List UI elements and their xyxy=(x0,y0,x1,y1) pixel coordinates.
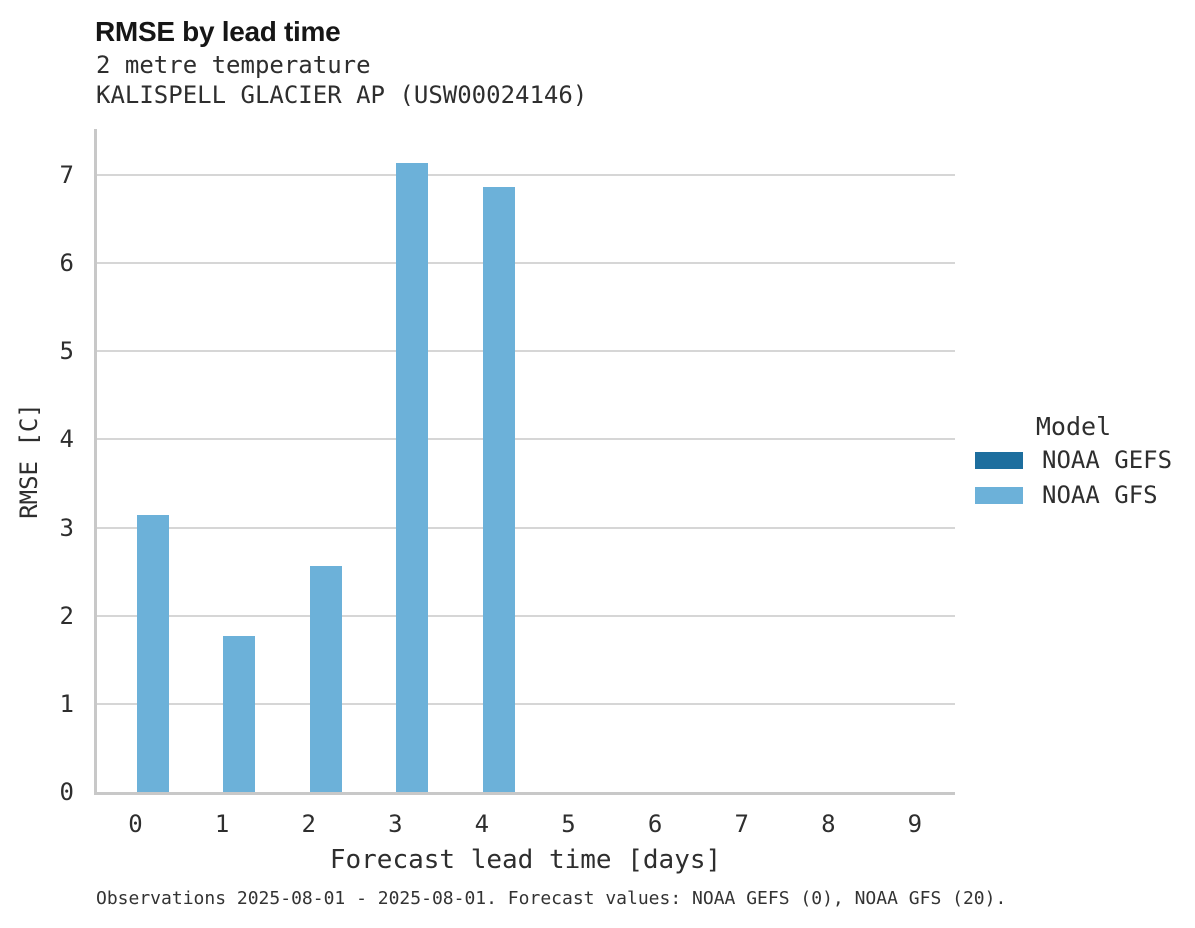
bar-noaa-gfs-lead-1 xyxy=(223,635,256,792)
x-tick-label-1: 1 xyxy=(214,810,230,838)
y-tick-label-1: 1 xyxy=(59,689,74,718)
grid-line-y-2 xyxy=(97,614,955,617)
plot-area xyxy=(94,129,955,795)
x-tick-label-5: 5 xyxy=(561,810,576,838)
legend-item-noaa-gefs: NOAA GEFS xyxy=(975,443,1190,478)
legend-label-noaa-gefs: NOAA GEFS xyxy=(1042,446,1173,474)
x-tick-label-4: 4 xyxy=(474,810,490,838)
legend-label-noaa-gfs: NOAA GFS xyxy=(1042,481,1158,509)
x-axis-title: Forecast lead time [days] xyxy=(329,845,722,875)
grid-line-y-3 xyxy=(97,526,955,529)
x-tick-label-6: 6 xyxy=(647,810,663,838)
y-tick-label-4: 4 xyxy=(59,425,74,454)
legend-swatch-noaa-gefs xyxy=(975,452,1023,469)
chart-title: RMSE by lead time xyxy=(95,16,341,47)
legend-items: NOAA GEFS NOAA GFS xyxy=(975,443,1190,513)
grid-line-y-4 xyxy=(97,438,955,441)
y-tick-label-0: 0 xyxy=(59,778,74,806)
y-tick-label-3: 3 xyxy=(59,513,74,542)
x-tick-label-9: 9 xyxy=(907,810,923,838)
grid-line-y-1 xyxy=(97,702,955,705)
grid-line-y-7 xyxy=(97,174,955,176)
legend: Model NOAA GEFS NOAA GFS xyxy=(975,411,1190,513)
y-tick-label-6: 6 xyxy=(59,249,74,278)
legend-swatch-noaa-gfs xyxy=(975,487,1023,504)
bar-noaa-gfs-lead-4 xyxy=(482,187,515,792)
bar-noaa-gfs-lead-2 xyxy=(309,566,342,792)
y-tick-label-7: 7 xyxy=(59,161,74,189)
x-tick-label-3: 3 xyxy=(388,810,403,838)
y-axis-title: RMSE [C] xyxy=(15,403,43,519)
chart-subtitle-station: KALISPELL GLACIER AP (USW00024146) xyxy=(96,81,588,109)
grid-line-y-5 xyxy=(97,350,955,353)
bar-noaa-gfs-lead-3 xyxy=(396,162,429,792)
grid-line-y-6 xyxy=(97,262,955,265)
bar-noaa-gfs-lead-0 xyxy=(136,515,169,792)
y-tick-label-2: 2 xyxy=(59,601,74,630)
x-tick-label-7: 7 xyxy=(734,810,749,838)
y-tick-label-5: 5 xyxy=(59,337,74,366)
x-tick-label-0: 0 xyxy=(128,810,143,838)
x-tick-label-8: 8 xyxy=(821,810,836,838)
legend-title: Model xyxy=(1035,412,1112,441)
x-tick-label-2: 2 xyxy=(301,810,316,838)
legend-item-noaa-gfs: NOAA GFS xyxy=(975,478,1190,513)
chart-subtitle-variable: 2 metre temperature xyxy=(96,51,371,79)
footnote: Observations 2025-08-01 - 2025-08-01. Fo… xyxy=(96,888,1007,909)
